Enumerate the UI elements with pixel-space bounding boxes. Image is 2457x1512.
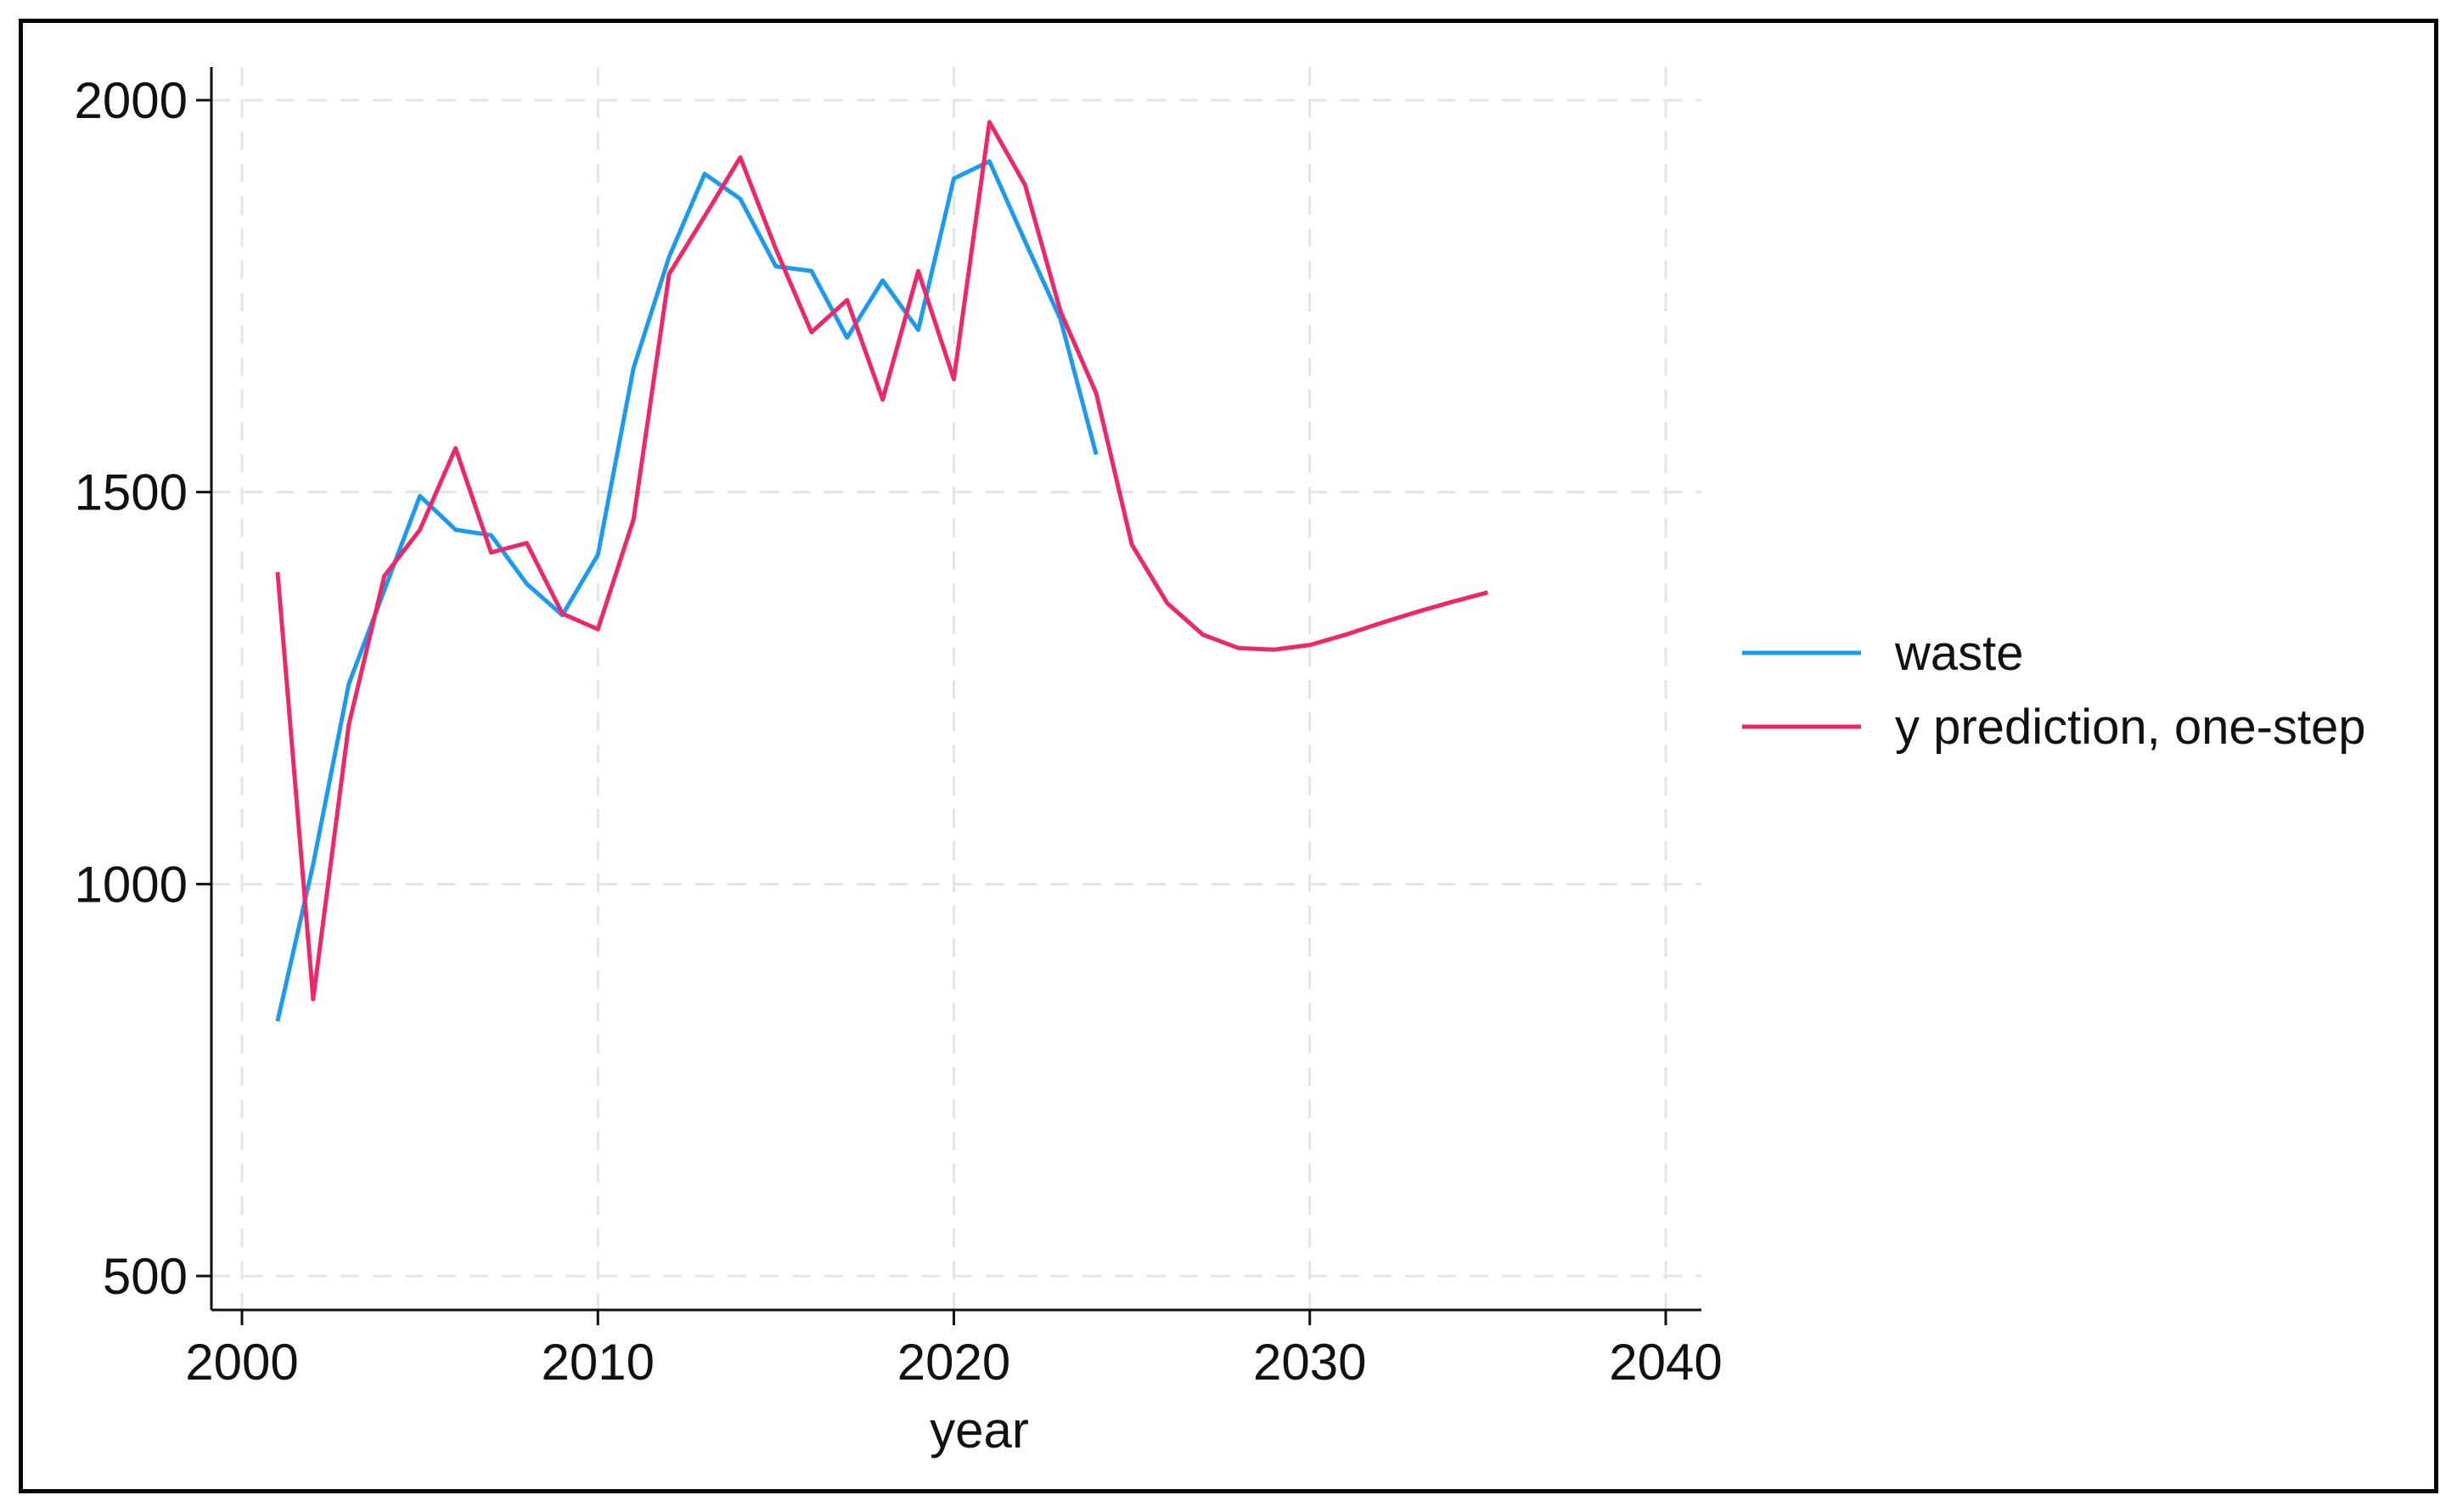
legend-label-y-prediction: y prediction, one-step	[1895, 700, 2366, 755]
x-tick-label: 2010	[542, 1334, 655, 1391]
axes	[210, 67, 1701, 1312]
series-line-y-prediction	[275, 120, 1489, 1002]
y-tick-label: 500	[103, 1248, 188, 1305]
legend-label-waste: waste	[1894, 626, 2024, 681]
x-tick-label: 2040	[1609, 1334, 1722, 1391]
line-chart: 500 1000 1500 2000 2000 2010 2020 2030 2040 year…	[75, 67, 2366, 1459]
x-axis-title: year	[930, 1402, 1029, 1459]
x-tick-label: 2020	[897, 1334, 1010, 1391]
chart-frame: 500 1000 1500 2000 2000 2010 2020 2030 2040 year…	[19, 19, 2438, 1493]
y-tick-label: 1000	[75, 856, 188, 913]
ticks: 500 1000 1500 2000 2000 2010 2020 2030 2040	[75, 72, 1723, 1391]
series-line-waste	[275, 159, 1099, 1022]
series	[275, 120, 1489, 1022]
y-tick-label: 1500	[75, 464, 188, 521]
legend: waste y prediction, one-step	[1742, 626, 2366, 755]
x-tick-label: 2000	[185, 1334, 298, 1391]
y-tick-label: 2000	[75, 72, 188, 129]
grid	[211, 67, 1701, 1310]
x-tick-label: 2030	[1253, 1334, 1366, 1391]
